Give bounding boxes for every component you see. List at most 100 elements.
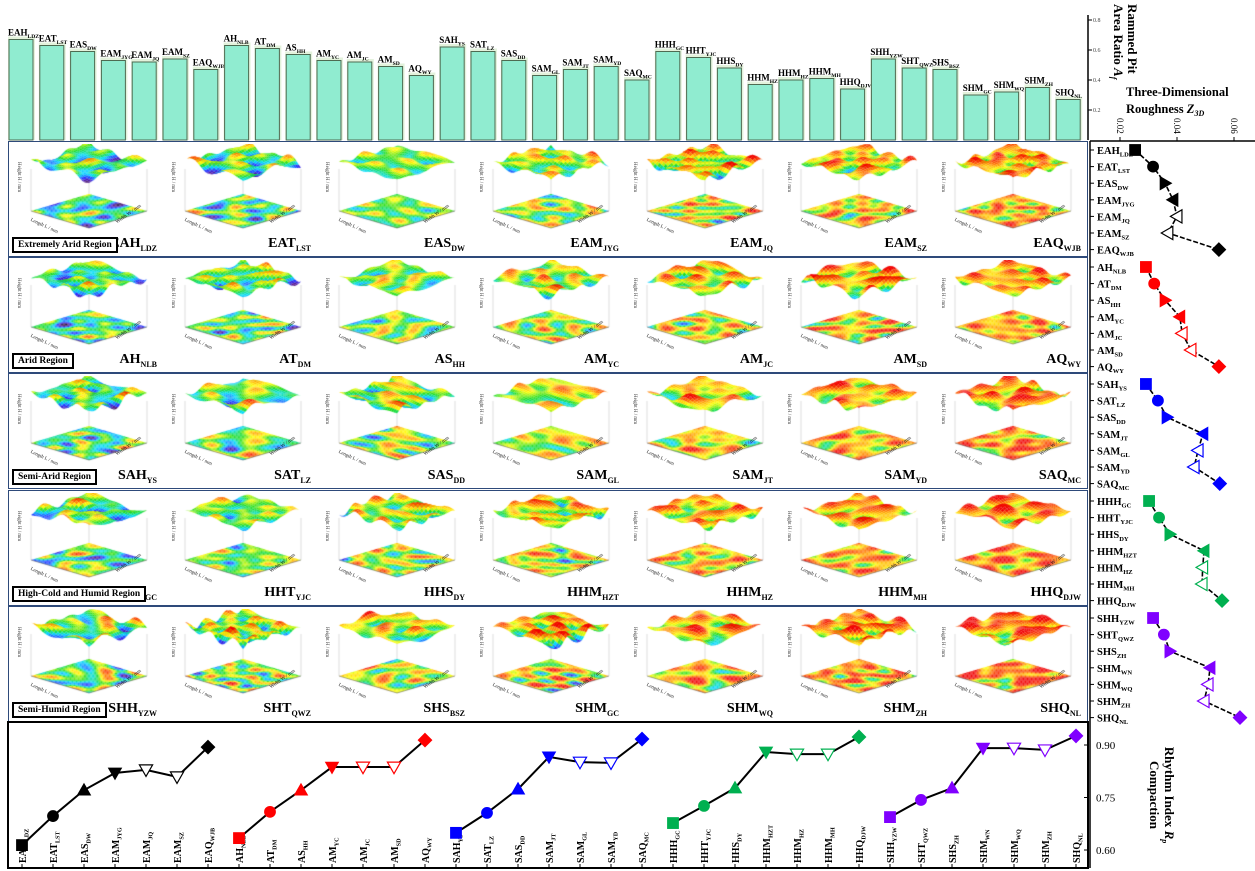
label-main: AQ [421,848,432,863]
site-label: AQWY [1097,363,1124,376]
label-subscript: WJB [1120,251,1135,258]
label-subscript: JYG [121,55,133,61]
region-label: High-Cold and Humid Region [12,586,147,602]
label-main: HHM [809,67,832,77]
surface-3d-image [165,260,317,356]
label-main: EAT [39,34,57,44]
plot-site-label: SATLZ [274,468,311,485]
data-point [1211,242,1227,258]
surface-3d-image [11,144,163,240]
axis-title-line1: Compaction [1147,761,1162,830]
data-point [107,767,123,781]
region-panel: Height H / mm Length L / mm Width W / mm SH… [8,606,1088,722]
region-panel: Height H / mm Length L / mm Width W / mm EA… [8,141,1088,257]
label-main: SAS [514,844,525,863]
data-point [975,742,991,756]
bar-label: SHSBSZ [932,58,960,70]
label-subscript: HH [297,49,306,55]
label-subscript: YJC [295,593,311,602]
label-subscript: DW [86,832,93,843]
label-main: SHQ [1097,714,1119,725]
label-subscript: GC [145,593,157,602]
bar-label: EAHLDZ [8,28,39,40]
axis-title-line1: Three-Dimensional [1126,85,1229,99]
surface-plot: Height H / mm Length L / mm Width W / mm EA… [317,142,471,256]
site-label: HHMMH [1097,580,1134,593]
site-label: HHMHZT [1097,547,1138,560]
label-subscript: LZ [300,476,311,485]
bar-label: HHSDY [716,56,743,68]
plot-site-label: EAMJQ [730,236,773,253]
bar-label: AMYC [316,49,339,61]
area-ratio-bar-chart: EAHLDZ EATLST EASDW EAMJYGEAMJQEAMSZEAQWJBA… [8,4,1140,141]
label-subscript: WJB [1063,244,1081,253]
label-main: SHS [423,701,450,717]
label-subscript: JQ [152,56,160,62]
label-main: AM [893,352,917,368]
label-main: EAM [730,236,763,252]
label-main: AH [1097,263,1113,274]
bar-label: AQWY [408,64,431,76]
label-main: SHT [1097,631,1118,642]
bar [470,51,496,141]
label-main: SHM [1097,680,1121,691]
bar-label: HHQDJW [840,77,874,89]
site-label: ATDM [1097,280,1122,293]
plot-site-label: AHNLB [120,352,157,369]
bar-label: EAMJQ [131,50,160,62]
data-point [1194,559,1209,576]
bar-label: SHMWQ [994,80,1025,92]
site-label: EAHLDZ [1097,146,1133,159]
label-subscript: HZT [768,824,775,838]
site-label: AMJC [1097,329,1123,342]
label-main: SAM [593,55,614,65]
label-subscript: QWZ [919,62,933,68]
surface-3d-image [165,376,317,472]
plot-site-label: SHHYZW [108,701,157,718]
data-point [481,807,493,819]
bar-label: ATDM [254,37,276,49]
label-subscript: GC [676,46,684,52]
category-label: AMYC [328,837,341,863]
site-label: EASDW [1097,179,1129,192]
label-main: EAM [131,50,153,60]
bar-label: HHHGC [655,40,684,52]
label-subscript: SD [393,61,400,67]
label-main: SHM [726,701,759,717]
label-subscript: HH [303,840,310,850]
data-point [1172,309,1186,325]
surface-3d-image [11,609,163,705]
plot-site-label: SAMGL [576,468,619,485]
label-main: AM [378,55,393,65]
category-label: EASDW [80,832,93,863]
label-main: AS [1097,296,1111,307]
label-subscript: MH [1123,586,1134,593]
data-point [1140,261,1152,273]
data-point [200,739,216,755]
plot-site-label: SAHYS [118,468,157,485]
surface-3d-image [473,376,625,472]
label-main: SHM [979,840,990,863]
site-label: SATLZ [1097,397,1125,410]
label-main: AT [266,850,277,863]
site-label: AHNLB [1097,263,1127,276]
surface-3d-image [781,493,933,589]
label-main: HHH [1097,497,1122,508]
label-main: SAM [732,468,764,484]
label-subscript: DM [1111,285,1122,292]
plot-site-label: EAMSZ [885,236,927,253]
label-subscript: DD [520,835,527,844]
data-point [727,780,743,794]
site-label: EAMJQ [1097,212,1130,225]
label-main: SHS [932,58,949,68]
label-subscript: YS [1119,386,1128,393]
site-label: AMSD [1097,346,1123,359]
surface-3d-image [935,260,1087,356]
data-point [1143,495,1155,507]
site-label: SAHYS [1097,380,1127,393]
label-subscript: HZ [801,74,809,80]
label-subscript: SD [916,360,927,369]
data-point [1169,208,1183,225]
label-subscript: MH [830,827,837,838]
